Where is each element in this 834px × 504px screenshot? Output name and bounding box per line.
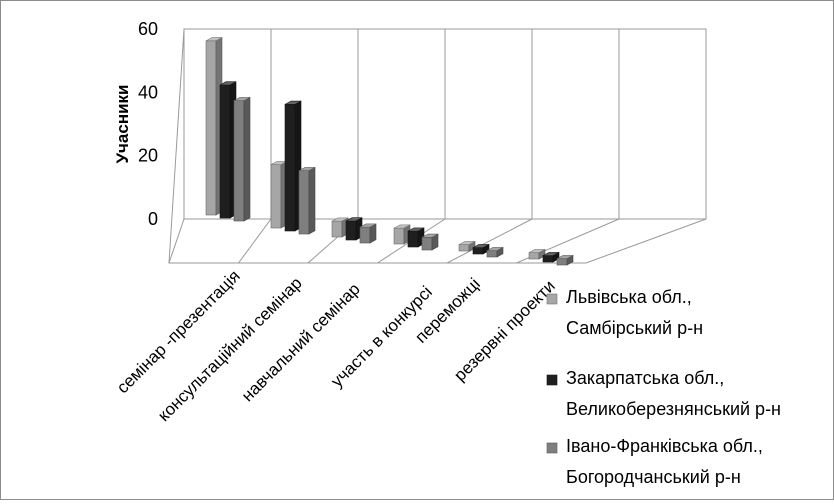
bar xyxy=(284,100,302,232)
bar-top xyxy=(407,227,425,232)
y-axis-ticks: 0 20 40 60 xyxy=(138,19,158,229)
legend-swatch xyxy=(546,374,558,386)
bar-top xyxy=(331,217,349,222)
bar xyxy=(542,251,560,263)
bar-front xyxy=(233,100,245,222)
bar xyxy=(331,217,349,238)
bar-top xyxy=(421,233,439,238)
y-tick-label: 60 xyxy=(138,19,158,39)
legend-label: Богородчанський р-н xyxy=(566,467,741,487)
bar xyxy=(393,224,411,245)
bar-top xyxy=(298,167,316,171)
bar-group xyxy=(205,37,574,266)
bar-top xyxy=(542,252,560,256)
bar-front xyxy=(393,227,405,245)
bar-top xyxy=(393,224,411,229)
legend-label: Львівська обл., xyxy=(566,287,692,307)
bar xyxy=(421,233,439,251)
bar-front xyxy=(556,258,568,266)
bar xyxy=(298,166,316,235)
legend-label: Великоберезнянський р-н xyxy=(566,399,781,419)
bar-top xyxy=(205,37,223,42)
bar-front xyxy=(219,84,231,219)
bar xyxy=(472,243,490,255)
legend-label: Закарпатська обл., xyxy=(566,368,724,388)
bar xyxy=(486,246,504,258)
legend-swatch xyxy=(546,442,558,454)
bar-front xyxy=(205,40,217,216)
bar xyxy=(270,160,288,229)
bar-top xyxy=(472,244,490,248)
bar-side xyxy=(243,96,251,222)
y-tick-label: 20 xyxy=(138,146,158,166)
bar-top xyxy=(359,223,377,228)
legend-entry: Івано-Франківська обл., Богородчанський р… xyxy=(546,436,763,487)
bar-top xyxy=(233,97,251,101)
bar-front xyxy=(331,220,343,238)
bar-top xyxy=(284,100,302,105)
legend-entry: Закарпатська обл., Великоберезнянський р-… xyxy=(546,368,781,419)
y-tick-label: 0 xyxy=(148,209,158,229)
y-tick-label: 40 xyxy=(138,82,158,102)
floor-divider xyxy=(446,218,533,264)
bar xyxy=(556,254,574,266)
bar-front xyxy=(458,244,470,252)
bar-front xyxy=(528,252,540,260)
bar-front xyxy=(407,230,419,248)
bar xyxy=(205,37,223,216)
bar-front xyxy=(472,247,484,255)
bar-top xyxy=(458,241,476,245)
bar xyxy=(407,227,425,248)
floor-divider xyxy=(238,218,272,264)
legend: Львівська обл., Самбірський р-н Закарпатсь… xyxy=(546,287,781,487)
bar xyxy=(345,217,363,241)
y-axis-label: Учасники xyxy=(113,84,132,163)
bar-front xyxy=(284,104,296,232)
bar xyxy=(219,81,237,219)
bar-top xyxy=(345,217,363,222)
bar-front xyxy=(542,255,554,263)
legend-label: Івано-Франківська обл., xyxy=(566,436,763,456)
bar xyxy=(233,96,251,222)
side-wall-edge xyxy=(168,28,185,264)
bar-front xyxy=(345,220,357,241)
bar xyxy=(359,223,377,244)
legend-entry: Львівська обл., Самбірський р-н xyxy=(546,287,703,338)
bar-top xyxy=(528,249,546,253)
bar-top xyxy=(219,81,237,86)
bar-front xyxy=(298,170,310,235)
x-tick-label: семінар -презентація xyxy=(113,266,244,397)
bar-side xyxy=(308,166,316,235)
legend-label: Самбірський р-н xyxy=(566,318,703,338)
bar-front xyxy=(486,250,498,258)
bar-front xyxy=(359,226,371,244)
bar-front xyxy=(421,237,433,251)
bar-front xyxy=(270,164,282,229)
legend-swatch xyxy=(546,293,558,305)
bar-top xyxy=(556,255,574,259)
bar-top xyxy=(486,247,504,251)
